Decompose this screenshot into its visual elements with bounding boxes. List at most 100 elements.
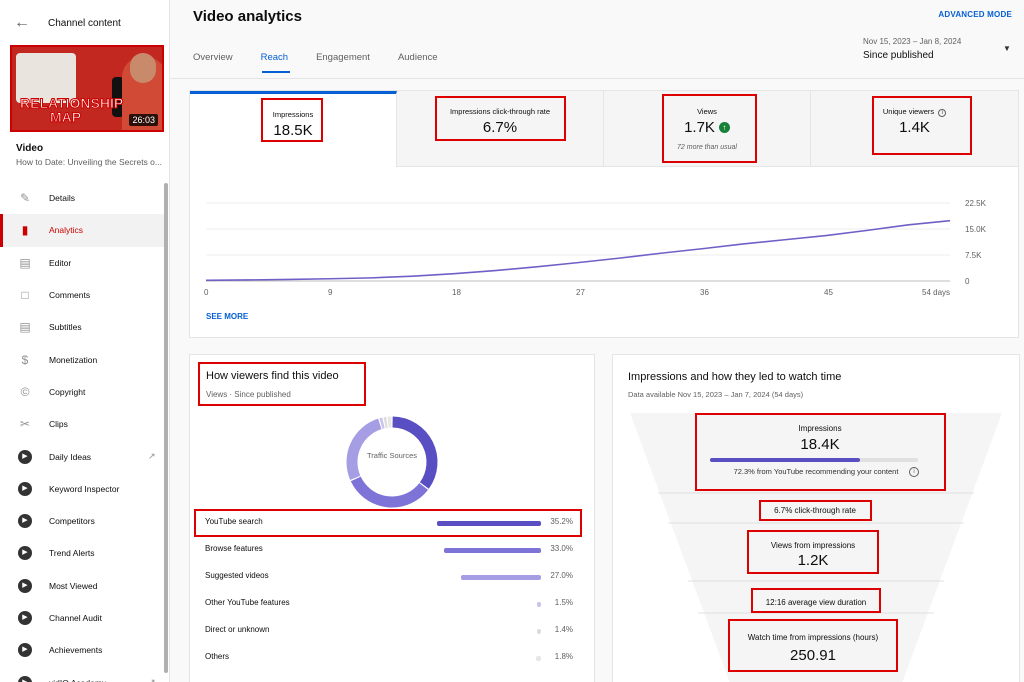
vidiq-icon: ▶ <box>18 643 32 658</box>
traffic-source-row[interactable]: Browse features 33.0% <box>197 540 587 560</box>
highlight-box <box>261 98 323 142</box>
metric-tab-views[interactable]: Views 1.7K ↑ 72 more than usual <box>604 91 811 167</box>
metric-tab-ctr[interactable]: Impressions click-through rate 6.7% <box>397 91 604 167</box>
sidebar-item-label: vidIQ Academy <box>49 678 106 682</box>
traffic-source-name: Browse features <box>205 544 263 553</box>
chart-y-tick: 22.5K <box>965 199 987 208</box>
donut-slice[interactable] <box>346 418 382 481</box>
impressions-series-line[interactable] <box>205 219 951 282</box>
highlight-box <box>194 509 582 537</box>
traffic-source-percent: 35.2% <box>550 517 573 526</box>
sidebar-item-label: Most Viewed <box>49 580 98 591</box>
recommend-progress-fill <box>710 458 861 462</box>
sidebar-item-editor[interactable]: ▤ Editor <box>0 247 165 279</box>
traffic-source-row[interactable]: Other YouTube features 1.5% <box>197 594 587 614</box>
chart-y-tick: 7.5K <box>965 251 982 260</box>
donut-slice[interactable] <box>379 417 385 429</box>
sidebar-item-channel-audit[interactable]: ▶ Channel Audit <box>0 602 165 634</box>
presenter-head-graphic <box>130 53 156 83</box>
sidebar-item-vidiq-academy[interactable]: ▶ vidIQ Academy ↗ <box>0 666 165 682</box>
sidebar-item-monetization[interactable]: $ Monetization <box>0 343 165 375</box>
highlight-box <box>695 413 946 491</box>
funnel-background <box>630 413 1002 682</box>
sidebar-item-subtitles[interactable]: ▤ Subtitles <box>0 311 165 343</box>
tab-engagement[interactable]: Engagement <box>316 52 370 63</box>
donut-slice[interactable] <box>350 476 428 508</box>
traffic-donut-chart <box>346 416 438 508</box>
traffic-source-row[interactable]: YouTube search 35.2% <box>197 513 587 533</box>
traffic-source-row[interactable]: Others 1.8% <box>197 648 587 668</box>
external-link-icon[interactable]: ↗ <box>148 677 156 682</box>
sidebar-item-comments[interactable]: □ Comments <box>0 279 165 311</box>
tab-audience[interactable]: Audience <box>397 52 438 63</box>
advanced-mode-button[interactable]: ADVANCED MODE <box>938 10 1012 19</box>
traffic-sources-card <box>189 354 595 682</box>
arrow-up-icon: ↑ <box>718 122 730 133</box>
chart-x-tick: 54 days <box>922 288 950 297</box>
funnel-watch-value: 250.91 <box>790 647 836 664</box>
sidebar-item-trend-alerts[interactable]: ▶ Trend Alerts <box>0 537 165 569</box>
video-title: How to Date: Unveiling the Secrets o... <box>16 157 162 167</box>
sidebar-item-label: Clips <box>49 419 68 430</box>
date-range-subtitle[interactable]: Since published <box>863 50 934 61</box>
recommend-progress-track <box>710 458 918 462</box>
back-arrow-icon[interactable]: ← <box>14 14 30 31</box>
funnel-ctr: 6.7% click-through rate <box>774 506 856 515</box>
traffic-source-percent: 1.4% <box>554 625 573 634</box>
traffic-source-row[interactable]: Direct or unknown 1.4% <box>197 621 587 641</box>
sidebar-item-details[interactable]: ✎ Details <box>0 182 165 214</box>
sidebar-item-daily-ideas[interactable]: ▶ Daily Ideas ↗ <box>0 440 165 472</box>
traffic-source-bar <box>437 521 541 526</box>
sidebar-item-keyword-inspector[interactable]: ▶ Keyword Inspector <box>0 473 165 505</box>
traffic-source-name: Direct or unknown <box>205 625 270 634</box>
traffic-subtitle: Views · Since published <box>206 390 291 399</box>
traffic-source-name: Others <box>205 652 230 661</box>
analytics-tabs: Overview Reach Engagement Audience <box>193 52 466 63</box>
sidebar-item-achievements[interactable]: ▶ Achievements <box>0 634 165 666</box>
external-link-icon[interactable]: ↗ <box>148 451 156 462</box>
metric-label: Impressions click-through rate <box>449 107 551 116</box>
sidebar-item-competitors[interactable]: ▶ Competitors <box>0 505 165 537</box>
thumbnail-text-1: RELATIONSHIP <box>19 95 124 112</box>
sidebar-item-copyright[interactable]: © Copyright <box>0 376 165 408</box>
page-title: Video analytics <box>193 8 302 25</box>
tab-overview[interactable]: Overview <box>193 52 233 63</box>
metric-note: 72 more than usual <box>677 144 737 151</box>
see-more-link[interactable]: SEE MORE <box>206 312 249 321</box>
sidebar-item-label: Competitors <box>49 516 95 527</box>
sidebar-item-label: Details <box>49 193 75 204</box>
vidiq-icon: ▶ <box>18 449 32 464</box>
header-divider <box>170 78 1024 79</box>
chart-y-tick: 0 <box>965 277 970 286</box>
sidebar-item-clips[interactable]: ✂ Clips <box>0 408 165 440</box>
sidebar-item-most-viewed[interactable]: ▶ Most Viewed <box>0 570 165 602</box>
channel-content-title: Channel content <box>48 18 121 29</box>
chart-y-tick: 15.0K <box>965 225 987 234</box>
sidebar: ← Channel content RELATIONSHIP MAP 26:03… <box>0 0 170 682</box>
traffic-source-bar <box>536 629 541 634</box>
date-range[interactable]: Nov 15, 2023 – Jan 8, 2024 <box>863 37 962 46</box>
traffic-source-bar <box>535 656 541 661</box>
metric-tab-impressions[interactable]: Impressions 18.5K <box>190 91 397 167</box>
info-icon[interactable]: i <box>909 467 919 477</box>
highlight-box <box>759 500 872 521</box>
sidebar-scrollbar[interactable] <box>164 183 168 673</box>
video-thumbnail[interactable]: RELATIONSHIP MAP 26:03 <box>10 45 164 132</box>
chart-x-tick: 18 <box>452 288 461 297</box>
impressions-line-chart: 0 7.5K 15.0K 22.5K 0 9 18 27 36 45 54 days <box>204 199 987 297</box>
info-icon[interactable]: i <box>938 109 947 117</box>
back-row[interactable]: ← Channel content <box>0 0 170 46</box>
dropdown-caret-icon[interactable]: ▼ <box>1003 44 1011 53</box>
traffic-source-row[interactable]: Suggested videos 27.0% <box>197 567 587 587</box>
traffic-source-name: YouTube search <box>205 517 263 526</box>
funnel-subtitle: Data available Nov 15, 2023 – Jan 7, 202… <box>628 390 804 399</box>
sidebar-item-analytics[interactable]: ▮ Analytics <box>0 214 165 247</box>
tab-reach[interactable]: Reach <box>260 52 289 63</box>
sidebar-item-label: Keyword Inspector <box>49 483 120 494</box>
traffic-source-percent: 33.0% <box>550 544 573 553</box>
traffic-source-percent: 1.5% <box>554 598 573 607</box>
funnel-views-label: Views from impressions <box>770 541 856 550</box>
donut-slice[interactable] <box>392 416 438 489</box>
funnel-views-value: 1.2K <box>797 552 829 569</box>
traffic-source-bar <box>536 602 541 607</box>
